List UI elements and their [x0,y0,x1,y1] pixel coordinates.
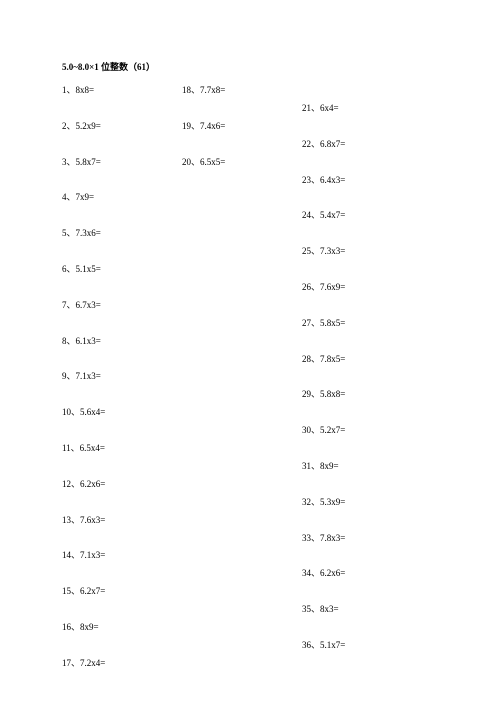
problem-item: 12、6.2x6= [62,479,105,490]
problem-item: 8、6.1x3= [62,336,101,347]
problems-container: 1、8x8= 2、5.2x9= 3、5.8x7= 4、7x9= 5、7.3x6= 6、5.… [62,85,500,707]
problem-item: 22、6.8x7= [302,139,345,150]
problem-item: 11、6.5x4= [62,443,105,454]
problem-item: 20、6.5x5= [182,157,225,168]
worksheet-title: 5.0~8.0×1 位整数（61） [62,60,500,73]
problem-item: 1、8x8= [62,85,94,96]
problem-item: 9、7.1x3= [62,371,101,382]
problem-item: 28、7.8x5= [302,354,345,365]
problem-item: 18、7.7x8= [182,85,225,96]
problem-item: 32、5.3x9= [302,497,345,508]
problem-item: 14、7.1x3= [62,550,105,561]
problem-item: 6、5.1x5= [62,264,101,275]
problem-item: 7、6.7x3= [62,300,101,311]
problem-item: 35、8x3= [302,604,339,615]
problem-item: 34、6.2x6= [302,568,345,579]
problem-item: 29、5.8x8= [302,389,345,400]
problem-item: 33、7.8x3= [302,533,345,544]
problem-item: 17、7.2x4= [62,658,105,669]
worksheet-page: 5.0~8.0×1 位整数（61） 1、8x8= 2、5.2x9= 3、5.8x7=… [0,0,500,707]
problem-item: 5、7.3x6= [62,228,101,239]
problem-item: 30、5.2x7= [302,425,345,436]
problem-item: 4、7x9= [62,192,94,203]
problem-item: 15、6.2x7= [62,586,105,597]
problem-item: 23、6.4x3= [302,175,345,186]
problem-item: 13、7.6x3= [62,515,105,526]
problem-item: 16、8x9= [62,622,99,633]
problem-item: 36、5.1x7= [302,640,345,651]
problem-item: 25、7.3x3= [302,246,345,257]
problem-item: 21、6x4= [302,103,339,114]
problem-item: 26、7.6x9= [302,282,345,293]
problem-item: 19、7.4x6= [182,121,225,132]
problem-item: 10、5.6x4= [62,407,105,418]
problem-item: 24、5.4x7= [302,210,345,221]
problem-item: 31、8x9= [302,461,339,472]
problem-item: 3、5.8x7= [62,157,101,168]
problem-item: 27、5.8x5= [302,318,345,329]
problem-item: 2、5.2x9= [62,121,101,132]
